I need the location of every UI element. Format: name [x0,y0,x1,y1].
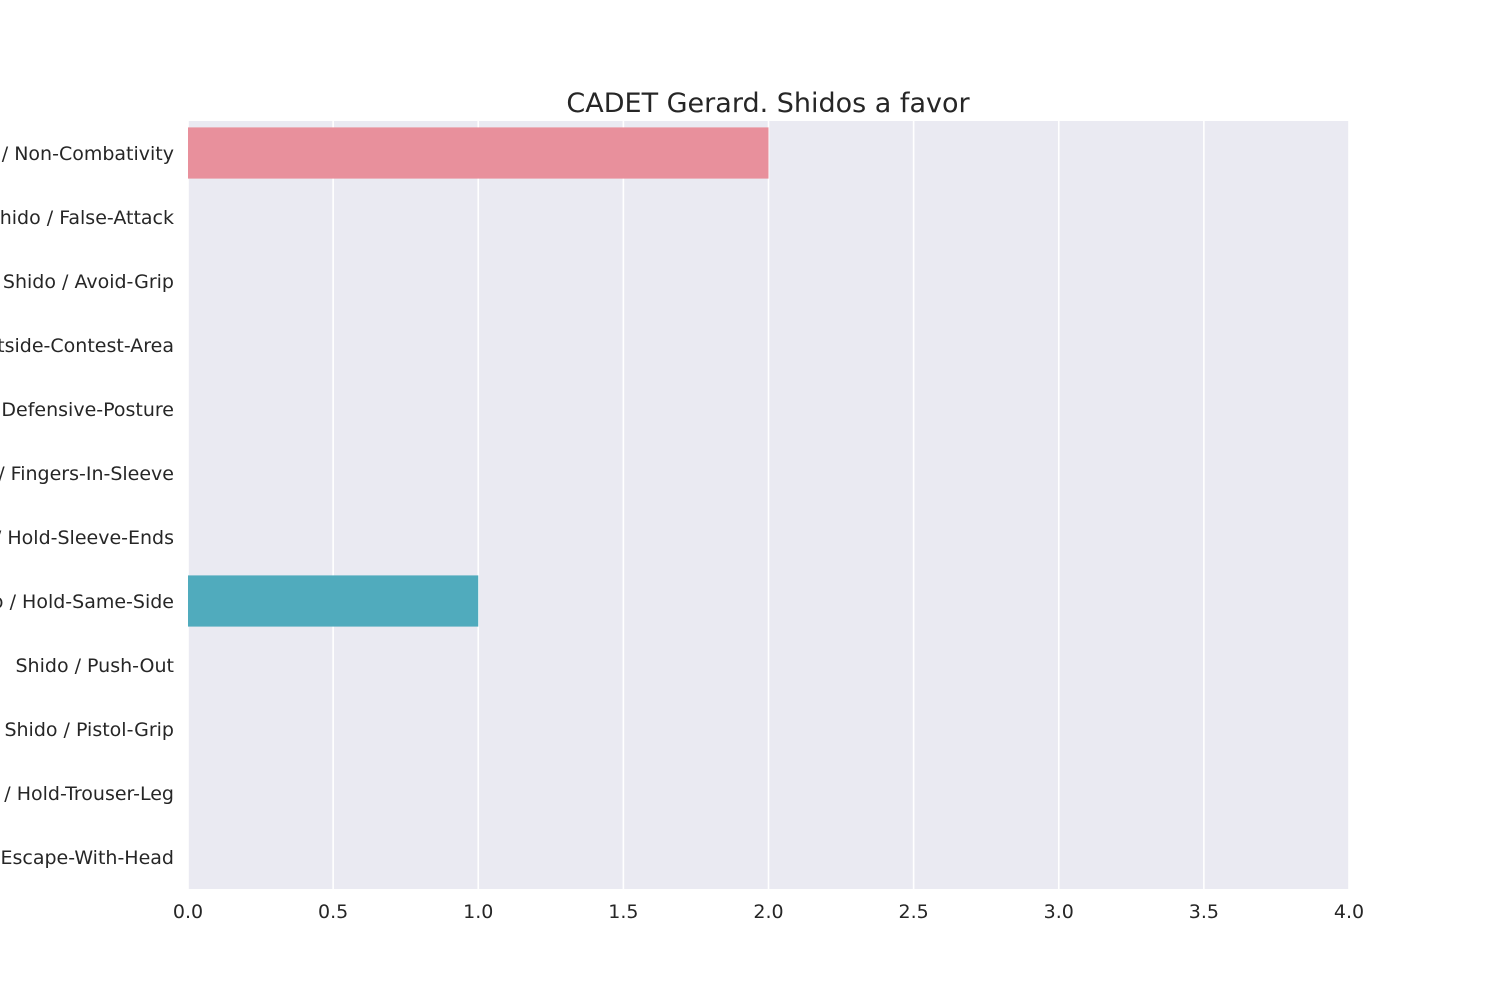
chart-title: CADET Gerard. Shidos a favor [566,88,970,119]
y-category-label: Shido / Pistol-Grip [4,719,174,741]
y-category-label: Shido / Outside-Contest-Area [0,335,174,357]
x-tick-labels: 0.0 0.5 1.0 1.5 2.0 2.5 3.0 3.5 4.0 [173,901,1364,923]
x-tick-label: 4.0 [1334,901,1364,923]
y-category-label: Shido / Non-Combativity [0,143,174,165]
bars [188,127,769,627]
y-category-label: Shido / Avoid-Grip [3,271,174,293]
y-category-label: Shido / Escape-With-Head [0,847,174,869]
y-category-label: Shido / Defensive-Posture [0,399,174,421]
y-category-label: Shido / Fingers-In-Sleeve [0,463,174,485]
x-tick-label: 3.0 [1044,901,1074,923]
bar [188,127,769,179]
y-category-label: Shido / Hold-Sleeve-Ends [0,527,174,549]
y-category-label: Shido / False-Attack [0,207,174,229]
x-tick-label: 1.0 [463,901,493,923]
x-tick-label: 2.0 [753,901,783,923]
grid-lines [187,121,1350,889]
y-category-label: Shido / Hold-Trouser-Leg [0,783,174,805]
x-tick-label: 1.5 [608,901,638,923]
bar [188,575,479,627]
y-category-label: Shido / Push-Out [16,655,175,677]
x-tick-label: 2.5 [899,901,929,923]
x-tick-label: 3.5 [1189,901,1219,923]
x-tick-label: 0.0 [173,901,203,923]
y-tick-labels: Shido / Non-Combativity Shido / False-Att… [0,143,174,869]
x-tick-label: 0.5 [318,901,348,923]
y-category-label: Shido / Hold-Same-Side [0,591,174,613]
